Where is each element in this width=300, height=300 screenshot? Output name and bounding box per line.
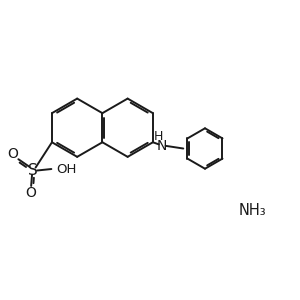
Text: O: O xyxy=(8,148,19,161)
Text: H: H xyxy=(154,130,164,143)
Text: N: N xyxy=(157,139,167,153)
Text: S: S xyxy=(28,163,38,178)
Text: OH: OH xyxy=(56,163,77,176)
Text: NH₃: NH₃ xyxy=(239,203,266,218)
Text: O: O xyxy=(26,186,37,200)
